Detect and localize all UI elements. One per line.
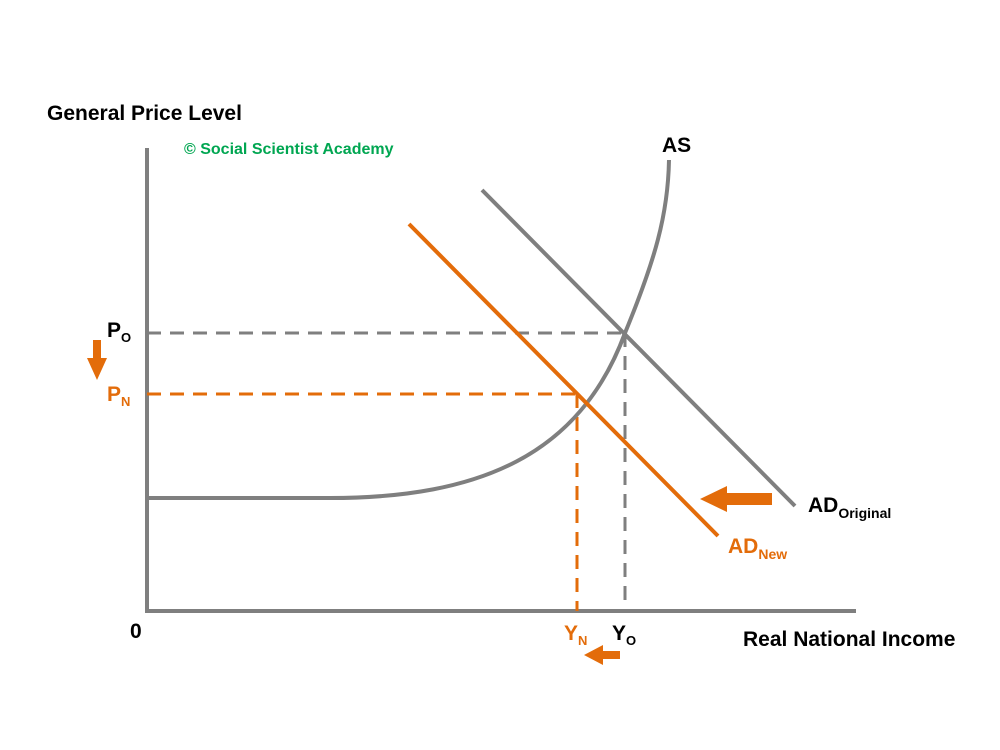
p-original-label: PO [107,319,131,345]
ad-new-label: ADNew [728,535,787,562]
x-axis-title: Real National Income [743,628,955,651]
ad-original-label: ADOriginal [808,494,891,521]
ad-new-curve [407,222,720,538]
origin-label: 0 [130,620,142,643]
ad-original-curve [480,188,797,508]
arrow-left-icon [584,645,620,665]
y-new-label: YN [564,622,587,648]
copyright-text: © Social Scientist Academy [184,141,394,158]
y-axis-title: General Price Level [47,102,242,125]
arrow-left-icon [700,486,772,512]
p-new-label: PN [107,383,130,409]
as-curve [147,159,671,500]
y-original-label: YO [612,622,636,648]
arrow-down-icon [87,340,107,380]
as-curve-label: AS [662,134,691,157]
